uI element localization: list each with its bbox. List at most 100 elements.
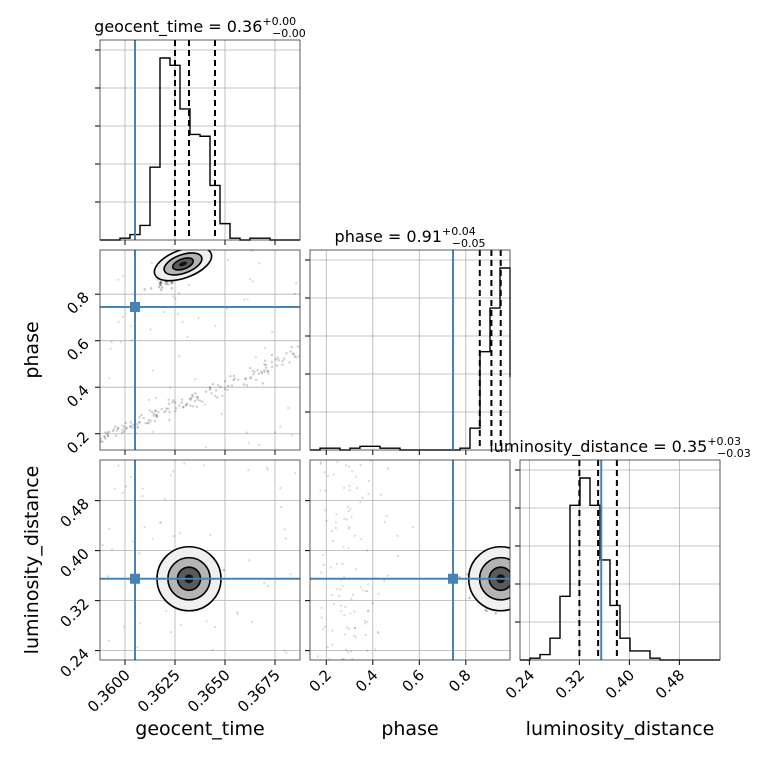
sample-point <box>192 244 195 247</box>
panel-frame <box>99 249 301 451</box>
y-tick-label: 0.32 <box>56 595 92 631</box>
sample-point <box>117 320 120 323</box>
sample-point <box>353 626 357 629</box>
sample-point <box>331 643 334 646</box>
sample-point <box>263 346 267 349</box>
sample-point <box>274 358 277 361</box>
sample-point <box>226 388 229 392</box>
sample-point <box>343 633 346 636</box>
sample-point <box>166 282 170 286</box>
sample-point <box>383 580 386 583</box>
sample-point <box>140 413 143 417</box>
sample-point <box>494 612 497 615</box>
sample-point <box>205 620 208 623</box>
sample-point <box>277 359 280 362</box>
sample-point <box>514 575 517 578</box>
sample-point <box>282 357 286 360</box>
sample-point <box>139 622 142 625</box>
sample-point <box>158 281 162 285</box>
sample-point <box>143 525 146 529</box>
sample-point <box>298 355 300 358</box>
sample-point <box>320 606 323 609</box>
sample-point <box>236 611 239 614</box>
sample-point <box>366 549 369 552</box>
sample-point <box>353 627 356 630</box>
sample-point <box>376 630 379 634</box>
sample-point <box>359 586 362 589</box>
joint-panel-geocent_time-phase: 0.2 0.4 0.6 0.8 <box>63 241 301 457</box>
sample-point <box>246 298 249 301</box>
sample-point <box>163 411 166 414</box>
y-tick-label: 0.4 <box>63 381 93 411</box>
sample-point <box>244 377 247 381</box>
sample-point <box>512 567 515 570</box>
sample-point <box>196 396 200 399</box>
sample-point <box>156 415 159 418</box>
sample-point <box>198 399 202 402</box>
sample-point <box>261 382 265 385</box>
sample-point <box>266 585 270 588</box>
sample-point <box>141 487 144 490</box>
sample-point <box>512 559 515 562</box>
sample-point <box>129 421 133 424</box>
x-axis-label-geocent_time: geocent_time <box>135 718 264 740</box>
sample-point <box>258 262 261 265</box>
sample-point <box>276 356 279 360</box>
sample-point <box>136 646 139 649</box>
x-tick-label: 0.4 <box>352 666 382 696</box>
sample-point <box>198 243 201 246</box>
sample-point <box>158 521 162 524</box>
sample-point <box>339 588 342 591</box>
sample-point <box>232 374 236 378</box>
sample-point <box>194 377 197 381</box>
sample-point <box>205 241 208 244</box>
sample-point <box>195 396 199 399</box>
sample-point <box>366 610 369 613</box>
panel-frame <box>519 459 721 661</box>
sample-point <box>171 295 175 298</box>
sample-point <box>232 378 235 382</box>
sample-point <box>367 609 370 612</box>
sample-point <box>293 292 297 296</box>
sample-point <box>521 593 524 596</box>
sample-point <box>153 419 156 423</box>
sample-point <box>386 467 389 470</box>
sample-point <box>520 575 523 578</box>
sample-point <box>256 369 259 372</box>
sample-point <box>113 487 116 490</box>
sample-point <box>290 434 293 437</box>
sample-point <box>342 486 346 489</box>
y-axis-label-luminosity_distance: luminosity_distance <box>21 466 43 655</box>
sample-point <box>385 514 388 517</box>
sample-point <box>343 517 346 520</box>
sample-point <box>198 246 201 249</box>
sample-point <box>296 345 300 348</box>
sample-point <box>325 519 328 522</box>
sample-point <box>514 580 517 583</box>
sample-point <box>517 574 520 577</box>
sample-point <box>251 369 254 373</box>
sample-point <box>244 377 248 380</box>
sample-point <box>159 283 162 286</box>
sample-point <box>173 401 177 404</box>
sample-point <box>209 387 212 390</box>
sample-point <box>121 428 124 432</box>
sample-point <box>208 385 212 389</box>
sample-point <box>515 565 518 568</box>
panel-frame <box>309 249 511 451</box>
sample-point <box>281 363 284 366</box>
sample-point <box>279 486 282 490</box>
sample-point <box>343 613 346 616</box>
sample-point <box>111 429 115 433</box>
sample-point <box>512 575 515 578</box>
sample-point <box>160 286 164 289</box>
sample-point <box>270 365 274 369</box>
sample-point <box>128 425 132 428</box>
histogram-step <box>100 57 300 241</box>
y-tick-label: 0.8 <box>63 288 93 318</box>
x-tick-label: 0.2 <box>306 666 336 696</box>
sample-point <box>179 623 182 627</box>
sample-point <box>107 639 110 642</box>
sample-point <box>320 461 323 464</box>
